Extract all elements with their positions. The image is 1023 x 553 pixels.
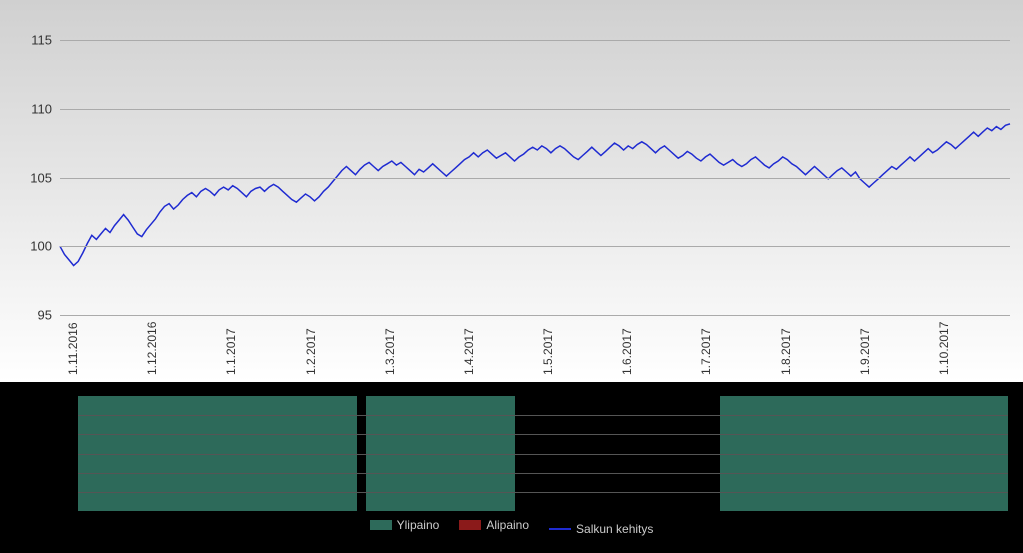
x-tick-label: 1.1.2017 bbox=[224, 328, 238, 375]
legend-label: Salkun kehitys bbox=[576, 522, 653, 536]
x-tick-label: 1.9.2017 bbox=[858, 328, 872, 375]
x-tick-label: 1.6.2017 bbox=[620, 328, 634, 375]
gridline bbox=[60, 40, 1010, 41]
gridline bbox=[60, 178, 1010, 179]
x-tick-label: 1.2.2017 bbox=[304, 328, 318, 375]
weight-row-line bbox=[78, 492, 1008, 493]
legend: Ylipaino Alipaino Salkun kehitys bbox=[0, 518, 1023, 536]
x-tick-label: 1.3.2017 bbox=[383, 328, 397, 375]
legend-line-icon bbox=[549, 528, 571, 530]
weight-row-line bbox=[78, 434, 1008, 435]
x-tick-label: 1.10.2017 bbox=[937, 322, 951, 375]
x-tick-label: 1.8.2017 bbox=[779, 328, 793, 375]
x-tick-label: 1.5.2017 bbox=[541, 328, 555, 375]
line-chart-panel: 95100105110115 1.11.20161.12.20161.1.201… bbox=[0, 0, 1023, 382]
x-tick-label: 1.11.2016 bbox=[66, 323, 80, 376]
legend-swatch bbox=[370, 520, 392, 530]
legend-item: Alipaino bbox=[459, 518, 529, 532]
x-tick-label: 1.4.2017 bbox=[462, 328, 476, 375]
legend-label: Ylipaino bbox=[397, 518, 440, 532]
gridline bbox=[60, 315, 1010, 316]
y-tick-label: 95 bbox=[38, 308, 52, 323]
gridline bbox=[60, 246, 1010, 247]
y-tick-label: 110 bbox=[31, 101, 52, 116]
weight-panel bbox=[78, 396, 1008, 511]
y-tick-label: 115 bbox=[31, 33, 52, 48]
legend-swatch bbox=[459, 520, 481, 530]
gridline bbox=[60, 109, 1010, 110]
x-tick-label: 1.12.2016 bbox=[145, 322, 159, 375]
legend-item: Salkun kehitys bbox=[549, 522, 653, 536]
weight-row-line bbox=[78, 415, 1008, 416]
y-tick-label: 105 bbox=[30, 170, 52, 185]
legend-item: Ylipaino bbox=[370, 518, 440, 532]
legend-label: Alipaino bbox=[486, 518, 529, 532]
y-tick-label: 100 bbox=[30, 239, 52, 254]
plot-area: 95100105110115 bbox=[60, 40, 1010, 315]
weight-row-line bbox=[78, 473, 1008, 474]
x-tick-label: 1.7.2017 bbox=[699, 328, 713, 375]
weight-row-line bbox=[78, 454, 1008, 455]
